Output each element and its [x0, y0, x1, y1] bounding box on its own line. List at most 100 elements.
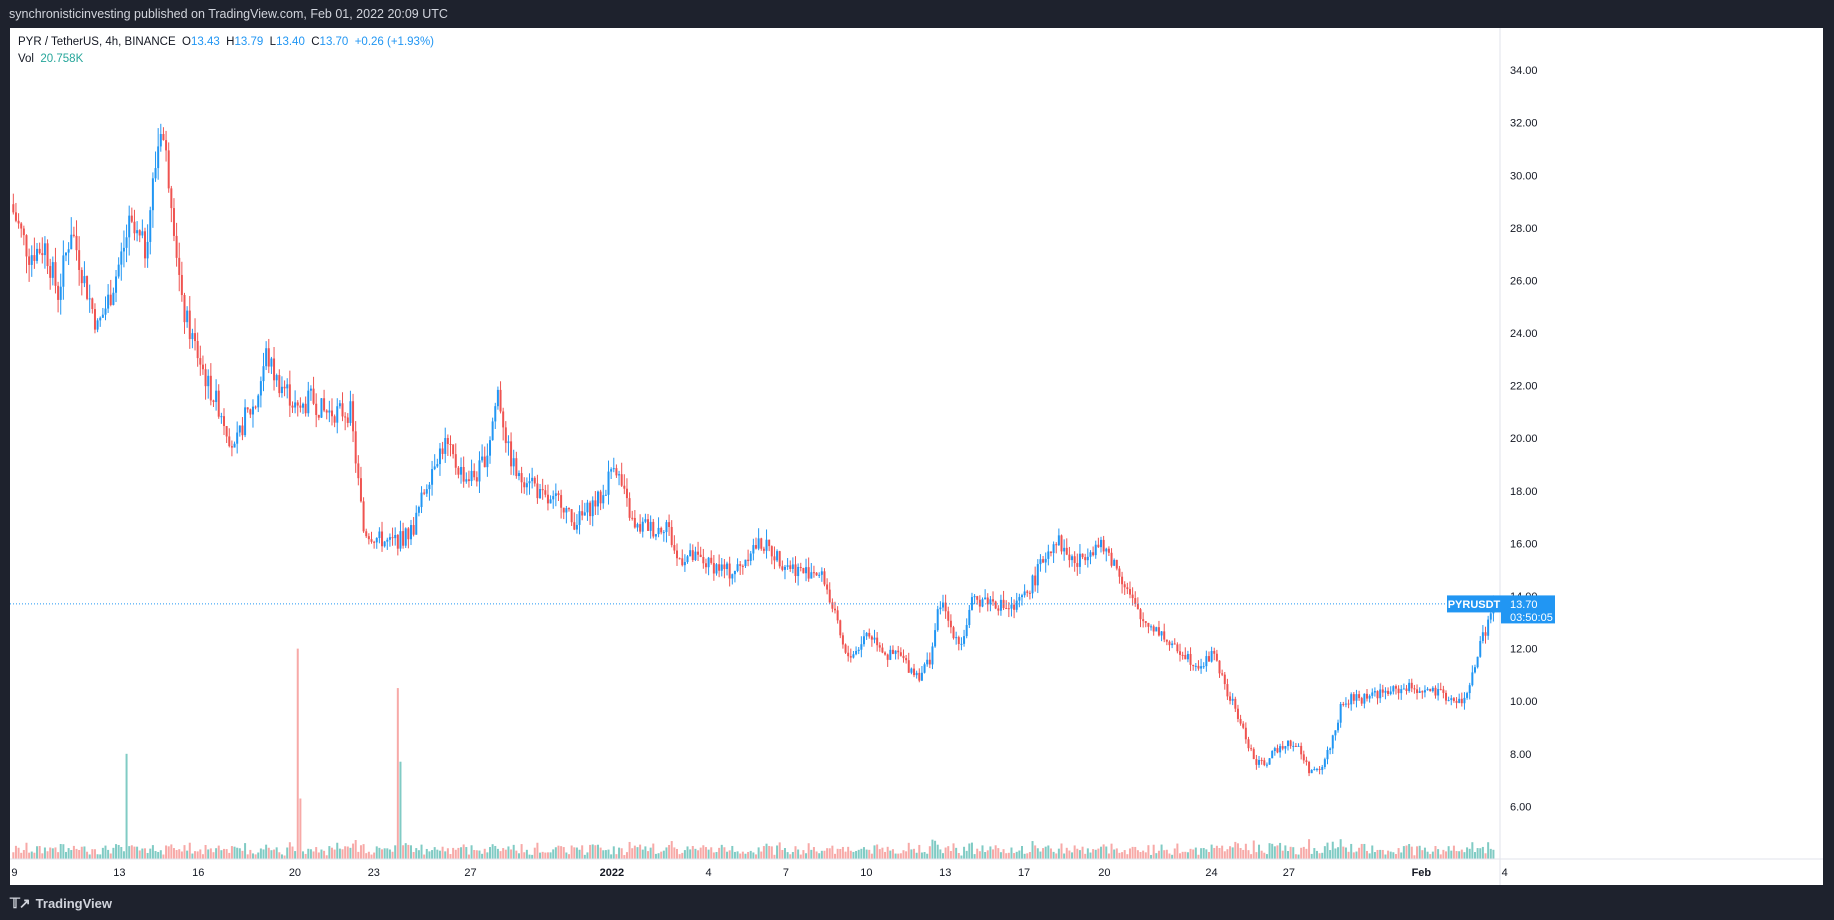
candle-body [984, 597, 987, 600]
candle-body [352, 401, 355, 432]
volume-bar [823, 850, 826, 859]
volume-bar [644, 846, 647, 859]
candle-body [913, 668, 916, 676]
volume-bar [291, 846, 294, 859]
volume-bar [1397, 848, 1400, 859]
candle-body [172, 208, 175, 236]
candle-body [504, 427, 507, 444]
volume-bar [1026, 853, 1029, 859]
candle-body [383, 541, 386, 547]
candle-body [473, 470, 476, 478]
volume-bar [844, 851, 847, 859]
candle-body [818, 574, 821, 576]
volume-bar [1331, 841, 1334, 859]
candle-body [238, 425, 241, 433]
candle-body [510, 441, 513, 467]
volume-bar [1426, 851, 1429, 859]
candle-body [86, 276, 89, 299]
volume-bar [280, 854, 283, 859]
volume-bar [302, 851, 305, 859]
candle-body [259, 381, 262, 396]
candle-body [799, 566, 802, 568]
candle-body [1247, 739, 1250, 749]
candle-body [1268, 758, 1271, 765]
volume-bar [25, 842, 28, 859]
candle-body [517, 473, 520, 477]
volume-bar [641, 849, 644, 859]
volume-bar [897, 853, 900, 859]
candle-body [54, 262, 57, 286]
volume-bar [944, 847, 947, 859]
candle-body [1376, 691, 1379, 699]
volume-bar [1139, 851, 1142, 859]
volume-bar [165, 845, 168, 859]
candle-body [22, 228, 25, 236]
volume-bar [20, 852, 23, 859]
volume-bar [36, 846, 39, 859]
candle-body [283, 386, 286, 389]
candle-body [528, 481, 531, 484]
volume-bar [1366, 850, 1369, 859]
candle-body [599, 491, 602, 504]
candle-body [386, 539, 389, 542]
price-axis-label: 12.00 [1510, 644, 1538, 656]
volume-bar [80, 846, 83, 859]
candle-body [28, 256, 31, 265]
candle-body [1302, 754, 1305, 761]
legend-high: 13.79 [234, 36, 264, 48]
candle-body [188, 310, 191, 340]
volume-bar [1434, 846, 1437, 859]
candle-body [1173, 643, 1176, 645]
candle-body [686, 556, 689, 563]
candle-body [257, 395, 260, 408]
candle-body [415, 512, 418, 535]
candle-body [957, 637, 960, 644]
legend-symbol[interactable]: PYR / TetherUS, 4h, BINANCE [18, 36, 176, 48]
volume-bar [320, 849, 323, 859]
volume-bar [1150, 854, 1153, 859]
candlestick-chart[interactable]: 34.00 32.00 30.00 28.00 26.00 24.00 22.00 20.00… [10, 28, 1823, 885]
candle-body [570, 509, 573, 523]
volume-bar [91, 849, 94, 859]
volume-bar [810, 849, 813, 859]
volume-bar [1297, 854, 1300, 859]
candle-body [691, 550, 694, 561]
volume-bar [841, 846, 844, 859]
candle-body [449, 443, 452, 445]
volume-bar [154, 851, 157, 859]
candle-body [1310, 770, 1313, 774]
candle-body [315, 403, 318, 415]
volume-bar [797, 849, 800, 859]
candle-body [122, 247, 125, 252]
candle-body [752, 545, 755, 554]
volume-bar [1455, 851, 1458, 859]
volume-bar [312, 851, 315, 859]
volume-bar [741, 851, 744, 859]
volume-bar [151, 845, 154, 859]
volume-bar [399, 761, 402, 859]
candle-body [186, 310, 189, 323]
chart-area[interactable]: 34.00 32.00 30.00 28.00 26.00 24.00 22.00 20.00… [10, 28, 1823, 885]
volume-bar [744, 853, 747, 859]
volume-bar [1226, 849, 1229, 859]
tradingview-logo[interactable]: 𝕋↗ TradingView [10, 893, 112, 913]
volume-bar [388, 849, 391, 859]
candle-body [731, 574, 734, 579]
candle-body [302, 403, 305, 408]
volume-bar [51, 848, 54, 859]
candle-body [381, 531, 384, 547]
volume-bar [1136, 850, 1139, 859]
candle-body [236, 432, 239, 444]
candle-body [249, 409, 252, 415]
candle-body [425, 489, 428, 494]
volume-bar [1089, 852, 1092, 859]
volume-bar [28, 852, 31, 859]
volume-bar [1113, 849, 1116, 859]
volume-bar [1234, 841, 1237, 859]
volume-bar [1250, 854, 1253, 859]
volume-bar [1147, 845, 1150, 859]
volume-bar [478, 850, 481, 859]
volume-bar [1105, 846, 1108, 859]
candle-body [762, 548, 765, 551]
volume-bar [473, 850, 476, 859]
